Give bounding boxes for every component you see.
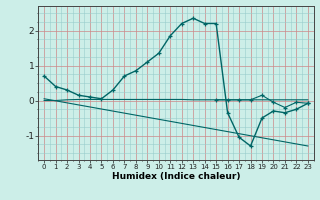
X-axis label: Humidex (Indice chaleur): Humidex (Indice chaleur) — [112, 172, 240, 181]
